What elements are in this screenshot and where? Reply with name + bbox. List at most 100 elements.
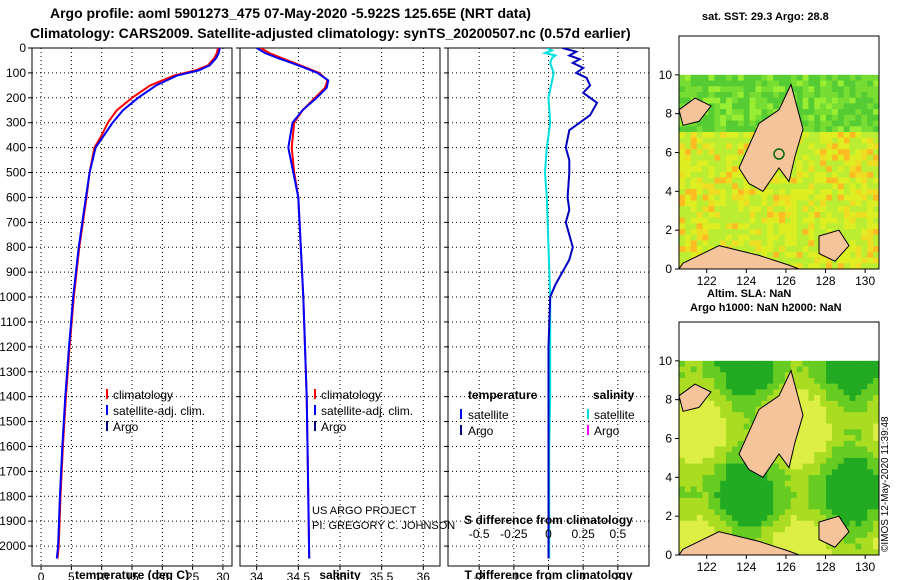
map-3-cell <box>737 206 745 213</box>
map-3-cell <box>708 126 715 133</box>
map-4-cell <box>837 486 845 493</box>
map-3-cell <box>873 143 879 150</box>
map-3-cell <box>837 114 845 122</box>
map-3-cell <box>808 126 815 133</box>
map-3-cell <box>767 189 774 196</box>
map-4-cell <box>720 526 727 533</box>
map-3-cell <box>737 177 745 184</box>
map-4-cell <box>790 503 798 510</box>
map-3-cell <box>702 206 709 213</box>
map-3-cell <box>861 137 868 144</box>
map-4-cell <box>849 515 856 522</box>
map-4-land <box>738 369 804 478</box>
map-3-cell <box>779 183 786 190</box>
map-4-cell <box>867 383 874 390</box>
map-3-cell <box>831 109 839 116</box>
panel-0-xtick-label: 20 <box>156 570 170 580</box>
map-4-cell <box>720 446 727 453</box>
map-4-cell <box>779 475 786 482</box>
map-4-cell <box>796 457 804 465</box>
map-3-xtick-label: 124 <box>736 274 756 288</box>
map-4-cell <box>814 440 821 447</box>
map-4-cell <box>831 440 839 447</box>
map-3-cell <box>808 103 815 110</box>
map-3-cell <box>790 74 798 82</box>
map-4-cell <box>743 486 751 493</box>
map-4-cell <box>808 515 815 522</box>
map-4-cell <box>849 497 856 505</box>
map-4-cell <box>790 372 798 379</box>
map-4-cell <box>737 463 745 470</box>
map-3-cell <box>867 177 874 184</box>
map-4-cell <box>684 360 692 368</box>
map-4-cell <box>720 395 727 402</box>
map-3-cell <box>802 263 809 269</box>
map-3-cell <box>802 246 809 253</box>
plot-title-line-1: Argo profile: aoml 5901273_475 07-May-20… <box>50 5 531 21</box>
map-4-cell <box>867 377 874 385</box>
map-3-cell <box>684 131 692 139</box>
map-4-cell <box>726 497 733 505</box>
map-3-cell <box>779 86 786 93</box>
map-4-cell <box>867 532 874 539</box>
map-3-cell <box>761 200 768 207</box>
map-4-cell <box>755 515 762 522</box>
map-3-cell <box>796 177 804 184</box>
map-4-cell <box>820 457 827 465</box>
depth-tick-label: 1500 <box>0 415 26 429</box>
map-3-cell <box>790 166 798 173</box>
map-4-cell <box>720 372 727 379</box>
map-4-cell <box>708 526 715 533</box>
map-4-cell <box>808 377 815 385</box>
map-4-cell <box>702 503 709 510</box>
map-4-cell <box>743 429 751 436</box>
map-4-cell <box>784 532 792 539</box>
map-4-cell <box>814 492 821 499</box>
map-4-cell <box>731 435 739 442</box>
map-3-cell <box>831 91 839 99</box>
map-4-cell <box>749 526 756 533</box>
map-4-cell <box>761 497 768 505</box>
map-3-cell <box>802 160 809 167</box>
map-3-cell <box>802 149 809 156</box>
map-4-cell <box>855 537 862 545</box>
map-3-cell <box>714 74 721 82</box>
map-4-cell <box>784 520 792 527</box>
map-4-cell <box>690 446 698 453</box>
map-4-cell <box>714 366 721 373</box>
map-3-cell <box>861 91 868 99</box>
map-4-cell <box>731 417 739 425</box>
map-3-cell <box>831 171 839 179</box>
map-4-cell <box>726 366 733 373</box>
map-4-cell <box>808 417 815 425</box>
map-3-cell <box>702 91 709 99</box>
map-4-cell <box>761 372 768 379</box>
map-4-cell <box>714 423 721 430</box>
map-3-cell <box>837 137 845 144</box>
map-3-cell <box>808 143 815 150</box>
map-4-cell <box>696 417 704 425</box>
map-3-cell <box>726 234 733 241</box>
map-4-cell <box>749 492 756 499</box>
map-3-cell <box>831 126 839 133</box>
map-3-cell <box>749 126 756 133</box>
map-3-cell <box>708 223 715 230</box>
map-3-cell <box>731 103 739 110</box>
map-3-cell <box>702 97 709 104</box>
map-3-cell <box>755 246 762 253</box>
map-4-cell <box>873 406 879 413</box>
map-4-cell <box>702 400 709 408</box>
panel-0-xlabel: temperature (deg C) <box>75 568 189 580</box>
map-3-cell <box>696 143 704 150</box>
map-4-cell <box>779 480 786 487</box>
map-4-cell <box>749 389 756 396</box>
map-3-cell <box>684 74 692 82</box>
depth-tick-label: 1800 <box>0 489 26 503</box>
map-3-cell <box>861 240 868 247</box>
map-3-cell <box>831 154 839 161</box>
map-4-cell <box>749 503 756 510</box>
map-4-cell <box>708 383 715 390</box>
map-3-cell <box>679 74 686 82</box>
map-4-cell <box>861 480 868 487</box>
map-4-cell <box>814 509 821 516</box>
